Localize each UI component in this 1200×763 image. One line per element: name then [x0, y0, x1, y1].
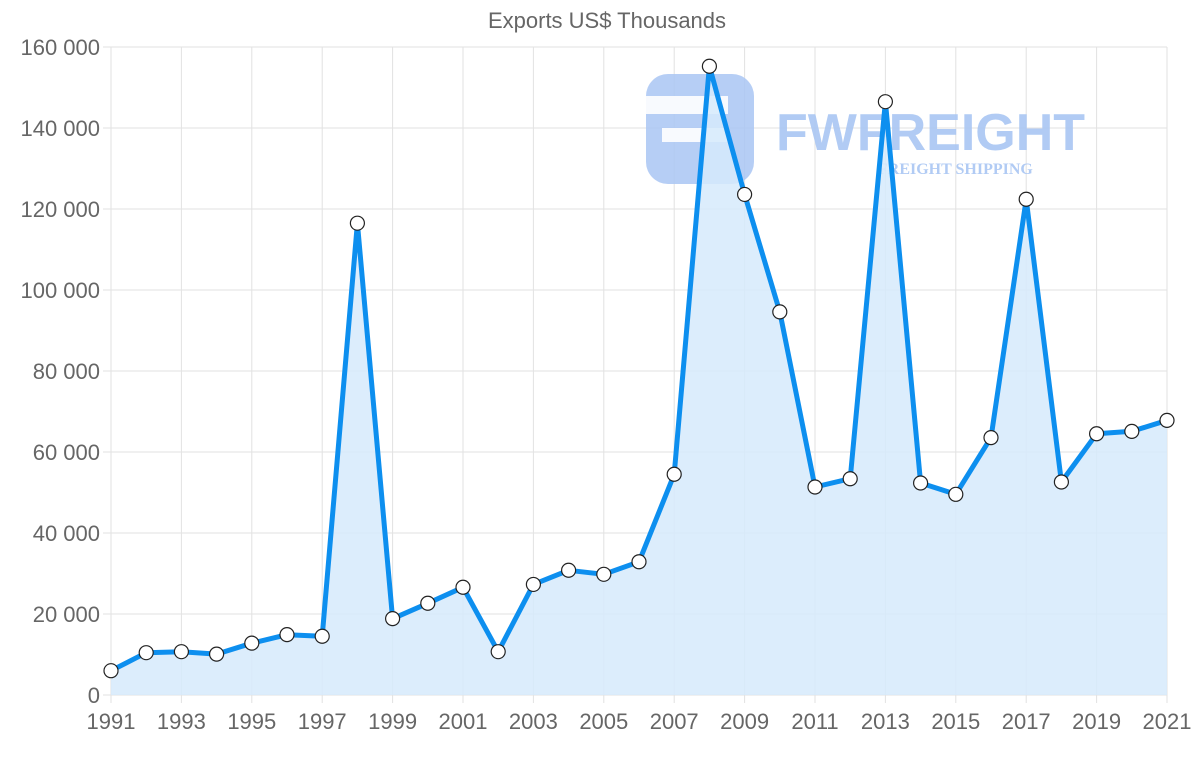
watermark-brand-text: FWFREIGHT [776, 104, 1085, 162]
y-tick-label: 140 000 [20, 116, 100, 141]
y-tick-label: 100 000 [20, 278, 100, 303]
data-point[interactable] [948, 486, 964, 502]
data-point[interactable] [173, 644, 189, 660]
data-point[interactable] [455, 579, 471, 595]
y-tick-label: 40 000 [33, 521, 100, 546]
x-tick-label: 2005 [579, 709, 628, 734]
y-tick-label: 60 000 [33, 440, 100, 465]
data-point[interactable] [842, 471, 858, 487]
chart-title: Exports US$ Thousands [487, 8, 727, 33]
x-tick-label: 2011 [791, 709, 838, 734]
data-point[interactable] [701, 58, 718, 74]
data-point[interactable] [772, 304, 788, 320]
x-tick-label: 2001 [439, 709, 488, 734]
x-tick-label: 1991 [87, 709, 136, 734]
x-tick-label: 2009 [720, 709, 769, 734]
x-tick-label: 2007 [650, 709, 699, 734]
y-tick-label: 80 000 [33, 359, 100, 384]
data-point[interactable] [349, 215, 365, 231]
data-point[interactable] [209, 646, 225, 662]
data-point[interactable] [596, 566, 612, 582]
data-point[interactable] [103, 663, 119, 679]
data-point[interactable] [279, 627, 295, 643]
data-point[interactable] [1124, 423, 1140, 439]
data-point[interactable] [1018, 191, 1034, 207]
data-point[interactable] [807, 479, 823, 495]
x-tick-label: 2021 [1143, 709, 1192, 734]
data-point[interactable] [560, 562, 577, 578]
x-tick-label: 2003 [509, 709, 558, 734]
series-area-fill [111, 66, 1167, 695]
data-point[interactable] [490, 644, 506, 660]
data-point[interactable] [877, 94, 894, 110]
data-point[interactable] [1159, 412, 1175, 429]
y-tick-label: 160 000 [20, 35, 100, 60]
x-tick-label: 2017 [1002, 709, 1051, 734]
data-point[interactable] [420, 595, 436, 611]
data-points [103, 58, 1175, 679]
x-tick-label: 2019 [1072, 709, 1121, 734]
x-tick-label: 2015 [931, 709, 980, 734]
data-point[interactable] [1088, 426, 1105, 442]
axes: 0 20 000 40 000 60 000 80 000 100 000 120 000 1… [20, 35, 1191, 734]
x-tick-label: 1993 [157, 709, 206, 734]
data-point[interactable] [983, 430, 999, 446]
data-point[interactable] [314, 628, 330, 644]
x-tick-label: 2013 [861, 709, 910, 734]
x-tick-label: 1995 [227, 709, 276, 734]
data-point[interactable] [138, 645, 154, 661]
data-point[interactable] [631, 554, 647, 570]
y-tick-label: 20 000 [33, 602, 100, 627]
y-tick-label: 120 000 [20, 197, 100, 222]
y-tick-label: 0 [88, 683, 100, 708]
x-tick-label: 1999 [368, 709, 417, 734]
data-point[interactable] [244, 635, 260, 651]
data-point[interactable] [666, 466, 682, 482]
watermark-tagline-text: FREIGHT SHIPPING [878, 161, 1033, 178]
data-point[interactable] [525, 576, 542, 593]
data-point[interactable] [1053, 474, 1070, 490]
data-point[interactable] [736, 186, 753, 203]
data-point[interactable] [912, 475, 929, 491]
data-point[interactable] [385, 611, 401, 627]
x-tick-label: 1997 [298, 709, 347, 734]
